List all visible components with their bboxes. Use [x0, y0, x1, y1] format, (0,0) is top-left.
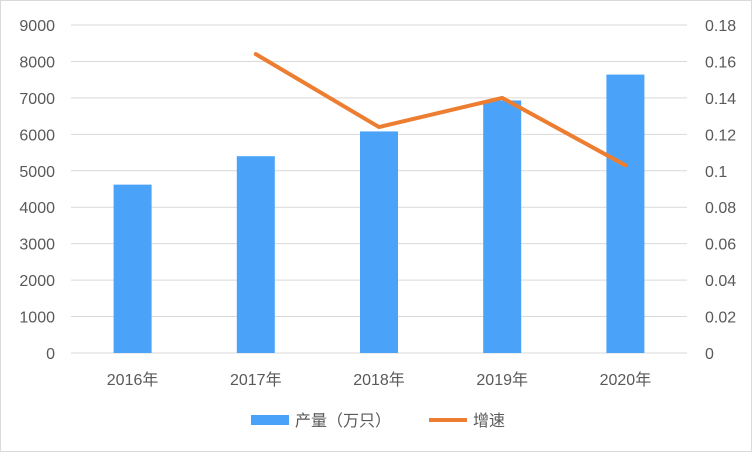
y-right-tick-label: 0.06	[705, 237, 736, 254]
bar	[114, 185, 152, 353]
y-left-tick-label: 4000	[19, 200, 55, 217]
y-right-tick-label: 0.14	[705, 91, 736, 108]
x-tick-label: 2019年	[476, 371, 528, 389]
y-right-tick-label: 0.1	[705, 164, 727, 181]
y-left-tick-label: 1000	[19, 310, 55, 327]
bar	[360, 131, 398, 353]
growth-line	[256, 54, 626, 165]
bar	[237, 156, 275, 353]
y-left-tick-label: 8000	[19, 54, 55, 71]
bar	[483, 100, 521, 353]
y-right-tick-label: 0.02	[705, 310, 736, 327]
x-tick-label: 2017年	[230, 371, 282, 389]
y-left-tick-label: 3000	[19, 237, 55, 254]
x-tick-label: 2016年	[107, 371, 159, 389]
y-left-tick-label: 9000	[19, 18, 55, 35]
y-left-tick-label: 0	[46, 346, 55, 363]
legend-swatch-bar	[251, 415, 289, 425]
y-right-tick-label: 0.04	[705, 273, 736, 290]
y-left-tick-label: 2000	[19, 273, 55, 290]
y-left-tick-label: 7000	[19, 91, 55, 108]
y-right-tick-label: 0.08	[705, 200, 736, 217]
y-right-tick-label: 0	[705, 346, 714, 363]
y-right-tick-label: 0.16	[705, 54, 736, 71]
y-left-tick-label: 6000	[19, 127, 55, 144]
y-right-tick-label: 0.18	[705, 18, 736, 35]
legend: 产量（万只） 增速	[251, 412, 505, 430]
x-tick-label: 2018年	[353, 371, 405, 389]
y-right-tick-label: 0.12	[705, 127, 736, 144]
y-left-tick-label: 5000	[19, 164, 55, 181]
legend-label-line: 增速	[473, 412, 505, 430]
bar	[606, 75, 644, 353]
legend-label-bar: 产量（万只）	[295, 412, 391, 430]
x-tick-label: 2020年	[600, 371, 652, 389]
